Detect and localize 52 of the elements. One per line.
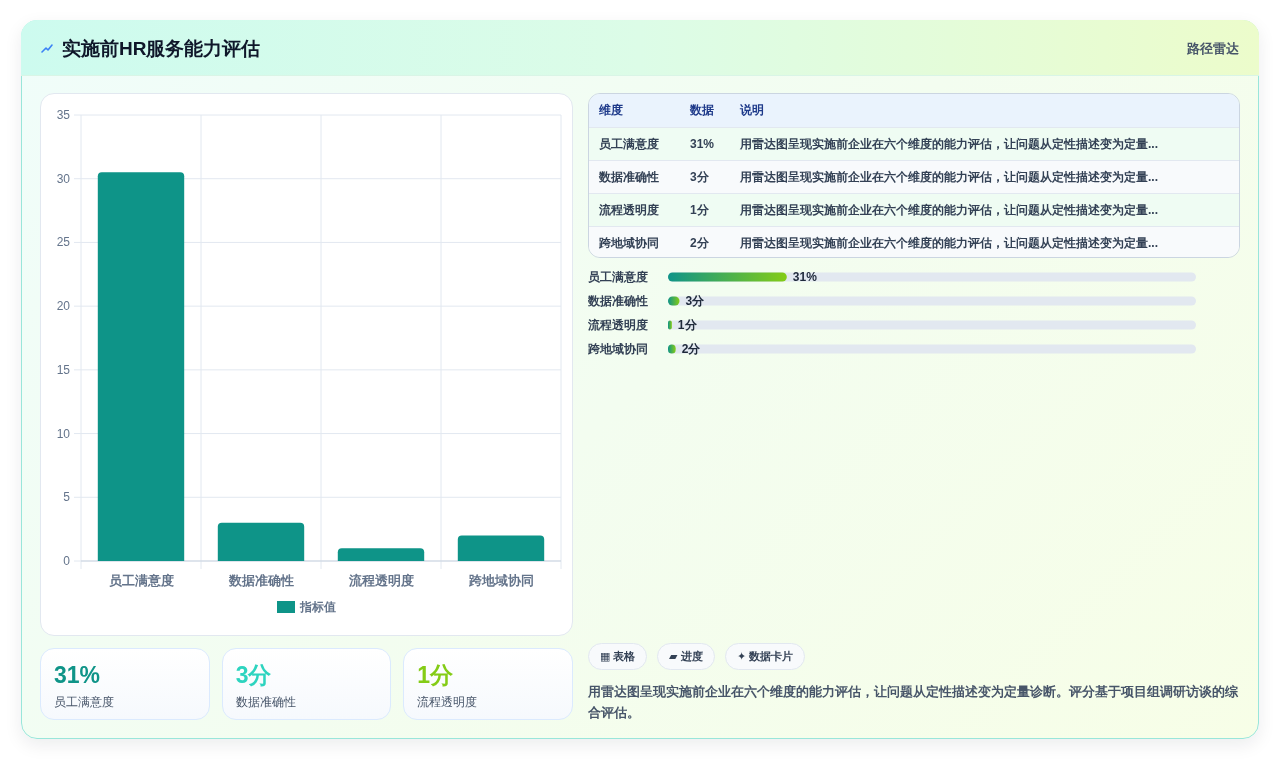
text: 3分 [690,169,709,186]
y-tick-label: 跨地域协同 [587,342,648,356]
y-tick-label: 15 [56,362,71,377]
bar [217,522,305,561]
x-tick-label: 数据准确性 [227,572,294,588]
text: 数据准确性 [599,169,659,186]
y-tick-label: 0 [63,554,71,568]
text: 2分 [690,235,709,252]
text: 3分 [235,661,272,689]
y-tick-label: 10 [56,426,71,441]
text: 1分 [690,202,709,219]
text: 1分 [417,661,454,689]
text: 流程透明度 [417,694,478,711]
text: ▰ 进度 [657,643,715,670]
bar [97,172,185,561]
data-label: 2分 [681,342,702,356]
bar [337,548,425,561]
y-tick-label: 25 [56,235,71,250]
text: 跨地域协同 [599,235,659,252]
text: ✦ 数据卡片 [725,643,806,670]
text: 数据准确性 [235,694,296,711]
x-tick-label: 流程透明度 [347,572,414,588]
x-tick-label: 员工满意度 [108,572,174,588]
text: 数据 [690,102,714,119]
text: 流程透明度 [599,202,659,219]
y-tick-label: 35 [56,108,71,122]
text: 用雷达图呈现实施前企业在六个维度的能力评估，让问题从定性描述变为定量... [740,136,1159,153]
y-tick-label: 30 [56,171,71,186]
text: 维度 [599,102,623,119]
data-label: 31% [792,270,818,284]
text: ▦ 表格 [588,643,648,670]
y-tick-label: 数据准确性 [587,294,648,308]
text: 31% [690,136,715,153]
bar [457,535,545,561]
y-tick-label: 员工满意度 [588,270,648,284]
text: 路径雷达 [1187,40,1239,58]
bar [668,272,787,282]
text: 用雷达图呈现实施前企业在六个维度的能力评估，让问题从定性描述变为定量... [740,202,1159,219]
x-tick-label: 跨地域协同 [467,572,534,588]
text: 实施前HR服务能力评估 [62,37,261,61]
data-label: 1分 [677,318,698,332]
y-tick-label: 20 [56,299,71,314]
text: 用雷达图呈现实施前企业在六个维度的能力评估，让问题从定性描述变为定量诊断。评分基于项目组调研访谈的综合评估。 [588,683,1239,722]
text: 用雷达图呈现实施前企业在六个维度的能力评估，让问题从定性描述变为定量... [740,235,1159,252]
data-label: 3分 [685,294,706,308]
text: 说明 [740,102,764,119]
legend-label: 指标值 [299,600,336,614]
text: 31% [54,661,101,689]
text: 员工满意度 [599,136,659,153]
text: 用雷达图呈现实施前企业在六个维度的能力评估，让问题从定性描述变为定量... [740,169,1159,186]
y-tick-label: 流程透明度 [587,318,648,332]
y-tick-label: 5 [63,490,71,505]
